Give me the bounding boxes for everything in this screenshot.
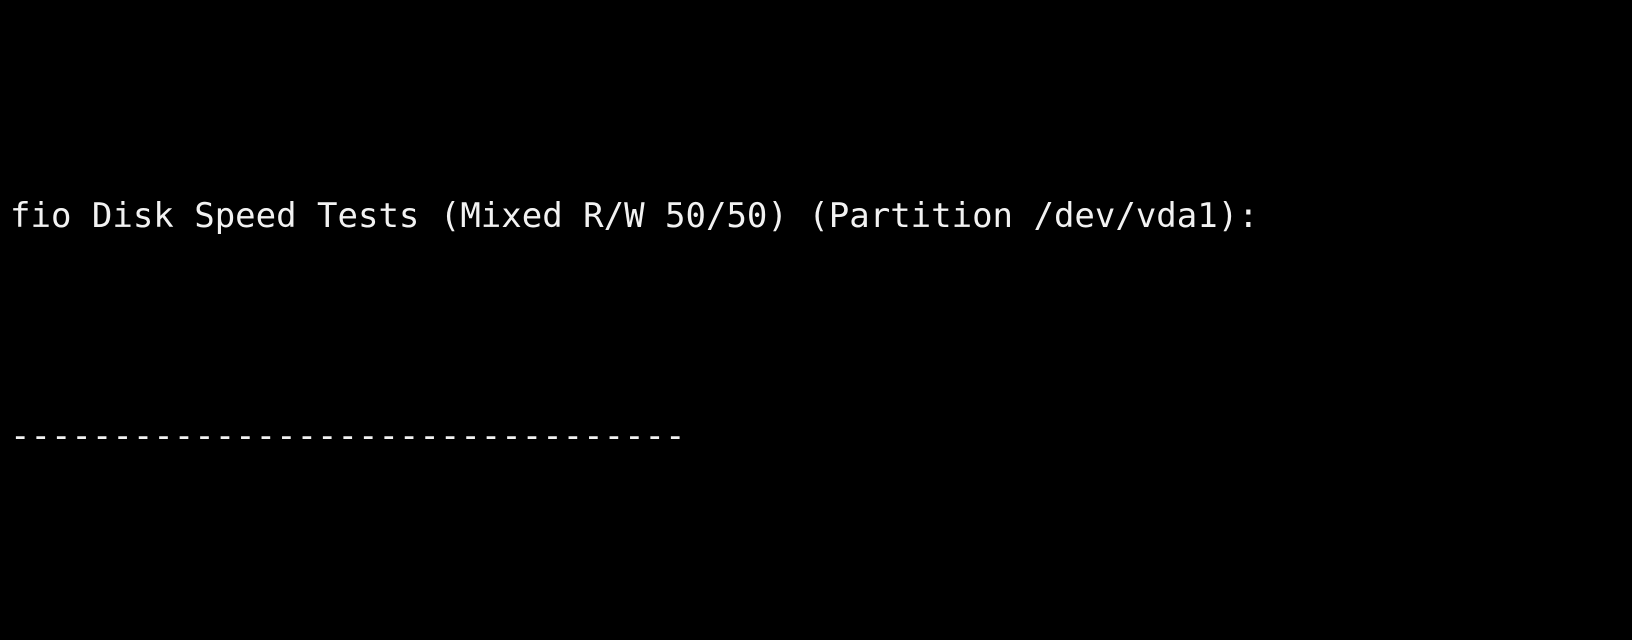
column-divider: | xyxy=(706,634,726,640)
column-divider: | xyxy=(235,634,255,640)
table1-header-row: Block Size | 4k (IOPS) | 64k (IOPS) xyxy=(10,634,1632,640)
iops-header: (IOPS) xyxy=(501,634,686,640)
separator-line: --------------------------------- xyxy=(10,414,1632,458)
block-size-label: Block Size xyxy=(10,634,215,640)
separator-dashes: --------------------------------- xyxy=(10,416,686,456)
iops-header: (IOPS) xyxy=(972,634,1156,640)
title-line: fio Disk Speed Tests (Mixed R/W 50/50) (… xyxy=(10,194,1632,238)
block-size-value: 64k xyxy=(747,634,808,640)
terminal-output: fio Disk Speed Tests (Mixed R/W 50/50) (… xyxy=(10,18,1632,640)
page-title: fio Disk Speed Tests (Mixed R/W 50/50) (… xyxy=(10,196,1259,236)
block-size-value: 4k xyxy=(276,634,317,640)
